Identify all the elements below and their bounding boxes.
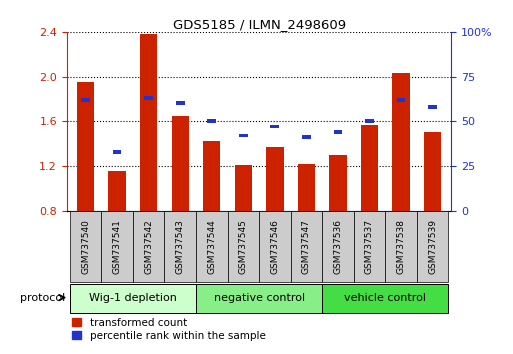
FancyBboxPatch shape [196,284,322,313]
Bar [144,96,153,100]
Text: negative control: negative control [213,292,305,303]
Bar [171,116,189,211]
Bar [397,98,405,102]
Text: GSM737538: GSM737538 [397,219,405,274]
FancyBboxPatch shape [385,211,417,282]
FancyBboxPatch shape [228,211,259,282]
Text: GSM737543: GSM737543 [176,219,185,274]
Bar [392,73,410,211]
Bar [365,119,374,123]
Text: GSM737537: GSM737537 [365,219,374,274]
FancyBboxPatch shape [102,211,133,282]
Bar [203,141,221,211]
Title: GDS5185 / ILMN_2498609: GDS5185 / ILMN_2498609 [172,18,346,31]
Bar [298,164,315,211]
Text: GSM737540: GSM737540 [81,219,90,274]
Bar [81,98,90,102]
Bar [333,130,342,134]
FancyBboxPatch shape [322,211,353,282]
Text: GSM737536: GSM737536 [333,219,342,274]
Text: GSM737544: GSM737544 [207,219,216,274]
Bar [266,147,284,211]
Text: GSM737539: GSM737539 [428,219,437,274]
Text: GSM737546: GSM737546 [270,219,280,274]
FancyBboxPatch shape [70,211,102,282]
FancyBboxPatch shape [353,211,385,282]
Bar [77,82,94,211]
Bar [108,171,126,211]
FancyBboxPatch shape [259,211,290,282]
FancyBboxPatch shape [165,211,196,282]
FancyBboxPatch shape [290,211,322,282]
Text: protocol: protocol [20,292,65,303]
FancyBboxPatch shape [322,284,448,313]
Bar [424,132,441,211]
Text: GSM737541: GSM737541 [113,219,122,274]
FancyBboxPatch shape [70,284,196,313]
Text: GSM737542: GSM737542 [144,219,153,274]
Bar [140,34,157,211]
Bar [207,119,216,123]
Text: GSM737547: GSM737547 [302,219,311,274]
Text: Wig-1 depletion: Wig-1 depletion [89,292,177,303]
Bar [234,165,252,211]
Bar [113,150,122,154]
Bar [239,133,248,137]
FancyBboxPatch shape [133,211,165,282]
Legend: transformed count, percentile rank within the sample: transformed count, percentile rank withi… [72,318,266,341]
Text: GSM737545: GSM737545 [239,219,248,274]
Bar [329,155,347,211]
Bar [361,125,378,211]
Bar [270,125,279,129]
Bar [428,105,437,109]
Text: vehicle control: vehicle control [344,292,426,303]
Bar [176,101,185,105]
FancyBboxPatch shape [196,211,228,282]
FancyBboxPatch shape [417,211,448,282]
Bar [302,135,311,139]
